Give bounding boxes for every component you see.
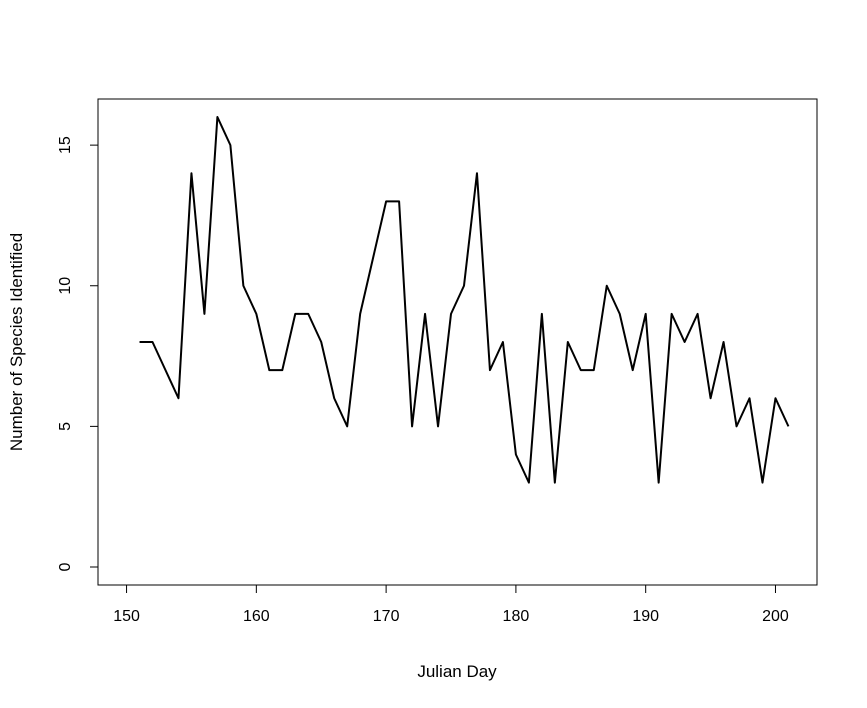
y-tick-label: 5 [57, 422, 74, 431]
y-axis-label: Number of Species Identified [7, 233, 26, 451]
x-tick-label: 160 [243, 608, 270, 625]
x-tick-label: 170 [373, 608, 400, 625]
y-tick-label: 0 [57, 562, 74, 571]
x-tick-label: 190 [632, 608, 659, 625]
x-tick-label: 180 [503, 608, 530, 625]
x-axis-label: Julian Day [417, 662, 497, 681]
x-tick-label: 200 [762, 608, 789, 625]
x-tick-label: 150 [113, 608, 140, 625]
x-axis: 150 160 170 180 190 200 [113, 584, 789, 625]
series-line [139, 116, 790, 484]
y-tick-label: 15 [57, 136, 74, 154]
y-axis: 0 5 10 15 [57, 136, 99, 571]
plot-frame [97, 98, 818, 586]
y-tick-label: 10 [57, 277, 74, 295]
